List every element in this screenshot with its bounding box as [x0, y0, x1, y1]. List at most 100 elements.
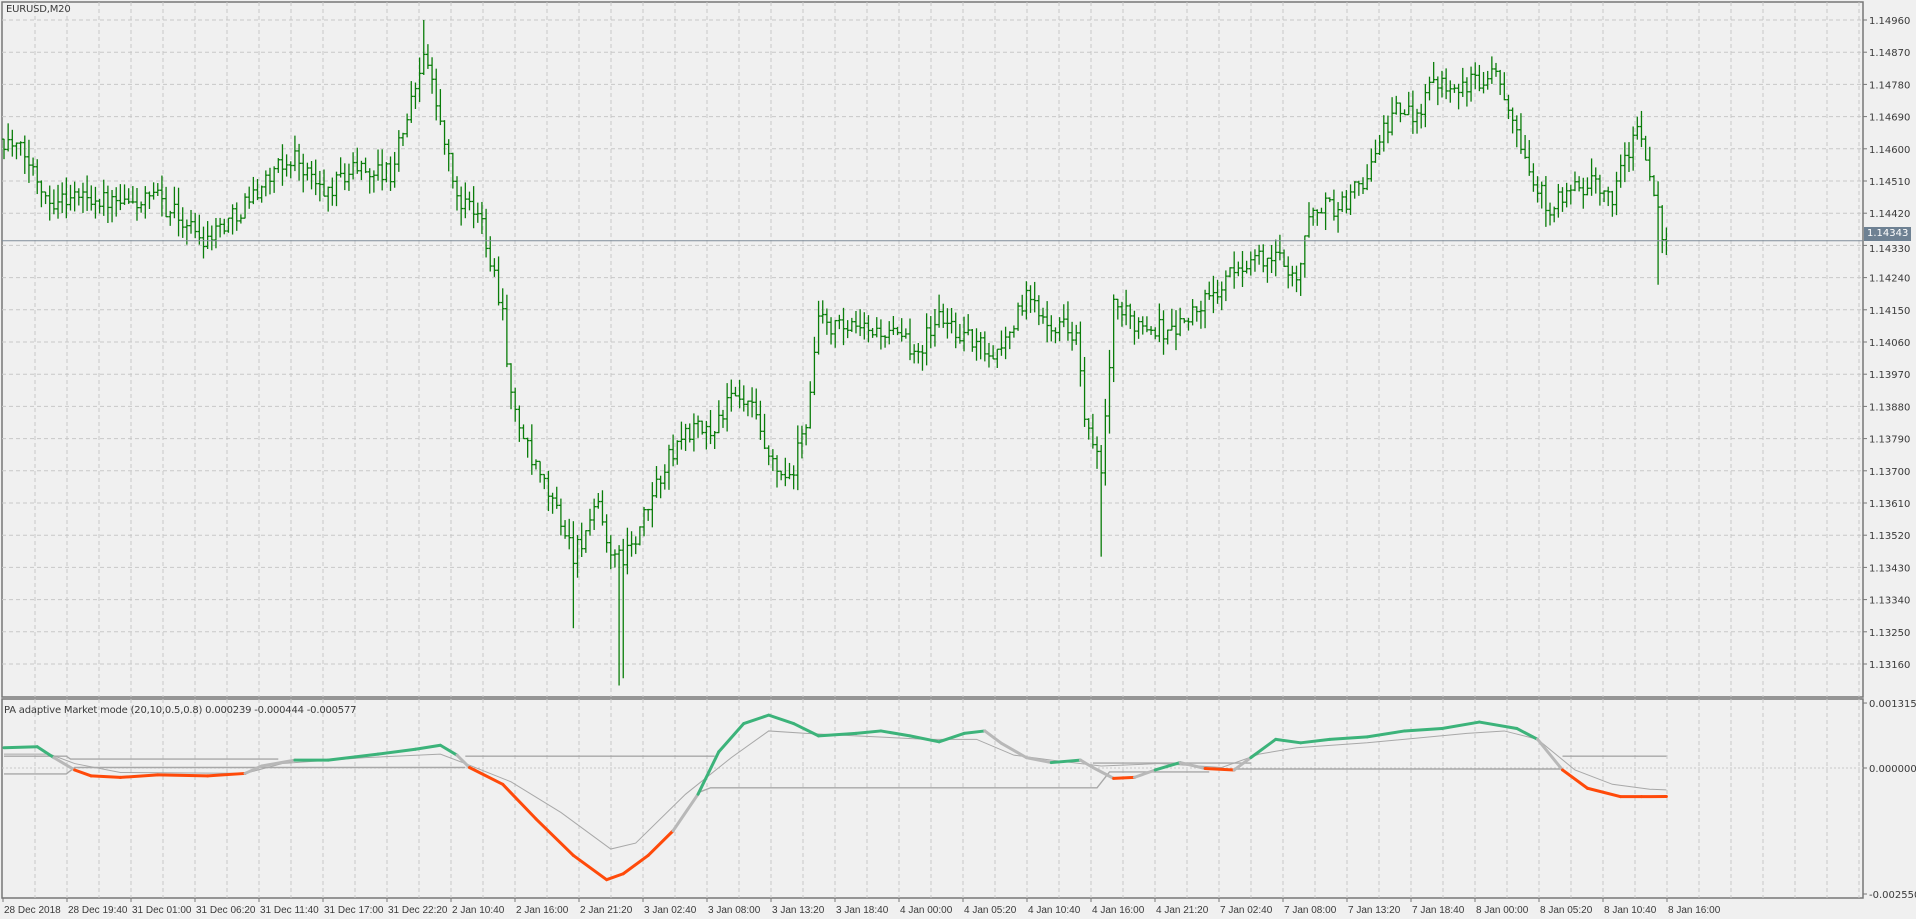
price-bar — [629, 531, 634, 557]
price-bar — [874, 317, 879, 338]
price-bar — [1124, 289, 1129, 326]
price-bar — [1086, 418, 1091, 440]
price-bar — [1415, 108, 1420, 134]
price-bar — [775, 455, 780, 488]
price-bar — [866, 315, 871, 343]
time-axis-label: 8 Jan 10:40 — [1604, 905, 1657, 916]
time-axis-label: 3 Jan 18:40 — [836, 905, 889, 916]
price-bar — [1564, 182, 1569, 208]
main-line-segment — [1132, 768, 1157, 779]
price-bar — [1581, 177, 1586, 209]
main-line-segment — [717, 722, 746, 754]
price-bar — [700, 420, 705, 435]
price-bar — [1606, 186, 1611, 207]
price-bar — [471, 186, 476, 229]
price-bar — [513, 387, 518, 422]
price-bar — [720, 409, 725, 428]
price-bar — [1539, 181, 1544, 209]
price-bar — [1469, 66, 1474, 102]
main-line-segment — [1249, 737, 1278, 760]
time-axis-label: 7 Jan 18:40 — [1412, 905, 1465, 916]
main-line-segment — [646, 829, 675, 857]
price-bar — [1510, 107, 1515, 134]
price-bar — [1556, 183, 1561, 218]
price-bar — [72, 181, 77, 212]
price-bar — [351, 152, 356, 180]
price-bar — [193, 212, 198, 239]
price-bar — [110, 189, 115, 223]
price-bar — [1577, 176, 1582, 192]
price-bar — [130, 186, 135, 204]
price-bar — [47, 185, 52, 221]
price-bar — [1041, 307, 1045, 324]
price-bar — [367, 168, 372, 194]
indicator-axis-label: -0.002550 — [1869, 890, 1916, 901]
price-bar — [126, 188, 131, 204]
price-bar — [1398, 102, 1403, 123]
price-bar — [538, 460, 543, 483]
price-bar — [899, 318, 904, 342]
price-bar — [43, 191, 48, 205]
price-bar — [1016, 302, 1021, 331]
price-bar — [1361, 177, 1366, 195]
price-bar — [209, 225, 214, 251]
price-bar — [1211, 275, 1216, 314]
main-line-segment — [1440, 720, 1481, 730]
price-bar — [267, 167, 272, 195]
price-bar — [1078, 321, 1083, 387]
price-bar — [1132, 310, 1137, 345]
price-bar — [18, 141, 23, 156]
price-bar — [762, 413, 767, 450]
price-bar — [712, 430, 717, 450]
main-line-segment — [1078, 758, 1095, 770]
level-line — [697, 771, 1210, 794]
price-bar — [1244, 260, 1249, 274]
price-bar — [920, 345, 925, 371]
price-bar — [1265, 257, 1270, 283]
price-bar — [932, 308, 937, 347]
price-bar — [1020, 294, 1025, 316]
price-bar — [770, 449, 775, 471]
price-bar — [1456, 83, 1461, 110]
price-bar — [567, 518, 572, 550]
price-bar — [1223, 270, 1228, 302]
price-bar — [679, 421, 684, 450]
price-bar — [1269, 244, 1274, 274]
price-bar — [301, 153, 306, 193]
price-bar — [766, 445, 771, 466]
price-bar — [1057, 317, 1062, 342]
price-bar — [529, 424, 534, 475]
price-bar — [459, 186, 464, 226]
price-bar — [147, 191, 152, 210]
price-bar — [683, 423, 688, 451]
time-axis-label: 3 Jan 02:40 — [644, 905, 697, 916]
price-bar — [1007, 331, 1012, 350]
price-axis-label: 1.13430 — [1869, 563, 1910, 574]
price-bar — [696, 415, 701, 438]
price-bar — [417, 57, 422, 103]
main-line-segment — [35, 745, 56, 760]
price-bar — [966, 314, 971, 336]
main-line-segment — [1112, 775, 1136, 780]
price-bar — [413, 82, 418, 109]
time-axis-label: 4 Jan 00:00 — [900, 905, 953, 916]
price-bar — [1070, 321, 1075, 351]
price-bar — [438, 89, 443, 126]
price-bar — [741, 385, 746, 412]
price-bar — [35, 159, 40, 195]
price-bars — [2, 20, 1669, 686]
price-bar — [571, 521, 576, 629]
price-bar — [1439, 70, 1444, 98]
price-bar — [554, 486, 559, 509]
price-bar — [824, 308, 829, 335]
price-bar — [845, 320, 850, 339]
price-bar — [26, 139, 31, 183]
price-bar — [1410, 90, 1415, 134]
price-bar — [608, 535, 613, 570]
price-bar — [991, 345, 996, 360]
price-bar — [787, 462, 792, 480]
price-bar — [1049, 315, 1054, 342]
price-bar — [1273, 239, 1278, 277]
price-bar — [1319, 207, 1324, 214]
